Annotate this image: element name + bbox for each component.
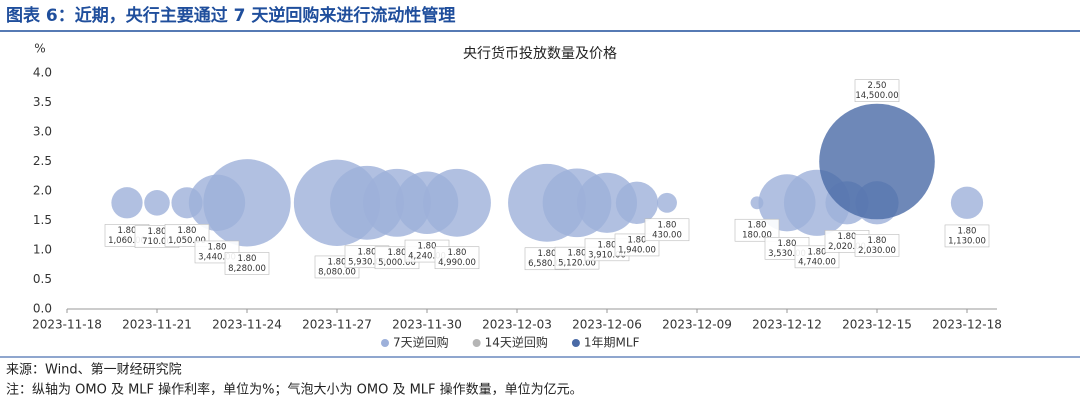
y-tick-label: 3.0 [33, 125, 52, 139]
x-tick-label: 2023-12-15 [842, 318, 912, 332]
data-label-size: 5,930.00 [348, 257, 386, 267]
data-label-size: 180.00 [742, 231, 772, 241]
data-label-value: 1.80 [868, 236, 887, 246]
data-label: 1.808,280.00 [224, 252, 270, 275]
data-label-size: 8,280.00 [228, 264, 266, 274]
data-label-size: 2,020.00 [828, 242, 866, 252]
data-label-value: 1.80 [748, 221, 767, 231]
legend-label: 1年期MLF [584, 336, 640, 350]
data-label-value: 1.80 [658, 220, 677, 230]
legend-swatch [381, 339, 389, 347]
data-label-value: 1.80 [208, 242, 227, 252]
legend-label: 7天逆回购 [393, 335, 449, 350]
data-label-value: 1.80 [628, 235, 647, 245]
data-label-size: 3,910.00 [588, 250, 626, 260]
x-tick-label: 2023-12-03 [482, 318, 552, 332]
data-label-value: 1.80 [418, 242, 437, 252]
legend-swatch [571, 339, 580, 347]
data-label-value: 1.80 [958, 226, 977, 236]
data-label-size: 4,740.00 [798, 257, 836, 267]
data-label: 1.802,030.00 [854, 234, 900, 257]
data-label-size: 5,000.00 [378, 258, 416, 268]
data-label-value: 1.80 [448, 248, 467, 258]
data-label: 1.804,990.00 [434, 246, 480, 270]
data-label-size: 710.00 [142, 237, 172, 247]
data-label-size: 5,120.00 [558, 259, 596, 269]
bubble [576, 172, 638, 233]
bubble [950, 186, 984, 219]
data-label-size: 4,240.00 [408, 252, 446, 262]
data-label-value: 1.80 [238, 254, 257, 264]
data-label-size: 14,500.00 [855, 91, 898, 101]
data-label-size: 1,050.00 [168, 236, 206, 246]
footer-source: 来源：Wind、第一财经研究院 [6, 363, 182, 378]
data-label-size: 430.00 [652, 230, 682, 240]
x-tick-label: 2023-11-27 [302, 318, 372, 332]
data-label-box [854, 79, 900, 103]
bubble [423, 168, 491, 237]
bubble [203, 159, 291, 247]
bubble [144, 190, 170, 216]
data-label-value: 1.80 [568, 249, 587, 259]
y-tick-label: 0.5 [33, 272, 52, 286]
data-label-size: 1,940.00 [618, 245, 656, 255]
x-tick-label: 2023-12-09 [662, 318, 732, 332]
bubble [657, 192, 677, 213]
data-label-value: 1.80 [178, 226, 197, 236]
data-label-box [224, 252, 270, 275]
data-label-value: 2.50 [868, 81, 887, 91]
data-label-size: 2,030.00 [858, 246, 896, 256]
x-tick-label: 2023-11-18 [32, 318, 102, 332]
data-label: 1.801,130.00 [944, 224, 990, 248]
y-tick-label: 2.5 [33, 154, 52, 168]
chart-title: 央行货币投放数量及价格 [463, 45, 617, 62]
data-label-value: 1.80 [838, 232, 857, 242]
data-label-size: 6,580.00 [528, 259, 566, 269]
data-label-value: 1.80 [808, 247, 827, 257]
bubble [111, 187, 143, 219]
data-label-box [434, 246, 480, 270]
x-tick-label: 2023-11-30 [392, 318, 462, 332]
legend-swatch [472, 339, 481, 347]
data-label-value: 1.80 [598, 240, 617, 250]
y-tick-label: 3.5 [33, 95, 52, 109]
data-label-size: 3,530.00 [768, 249, 806, 259]
x-tick-label: 2023-12-18 [932, 318, 1002, 332]
data-label-size: 1,130.00 [948, 236, 986, 246]
x-tick-label: 2023-11-21 [122, 318, 192, 332]
x-tick-label: 2023-11-24 [212, 318, 282, 332]
footer-note: 注：纵轴为 OMO 及 MLF 操作利率，单位为%；气泡大小为 OMO 及 ML… [6, 382, 583, 398]
header-title: 图表 6：近期，央行主要通过 7 天逆回购来进行流动性管理 [6, 5, 455, 26]
y-tick-label: 1.5 [33, 213, 52, 227]
data-label-box [734, 218, 780, 242]
y-tick-label: 0.0 [33, 302, 52, 316]
data-label-value: 1.80 [148, 227, 167, 237]
y-axis-label: % [34, 42, 45, 56]
data-label-value: 1.80 [358, 247, 377, 257]
data-label-size: 3,440.00 [198, 252, 236, 262]
data-label-box [644, 218, 690, 242]
x-tick-label: 2023-12-12 [752, 318, 822, 332]
legend-label: 14天逆回购 [485, 335, 548, 350]
data-label-size: 8,080.00 [318, 267, 356, 277]
y-tick-label: 4.0 [33, 66, 52, 80]
data-label-box [854, 234, 900, 257]
data-label-value: 1.80 [328, 257, 347, 267]
data-label-value: 1.80 [778, 239, 797, 249]
bubble [615, 181, 659, 224]
data-label-value: 1.80 [538, 249, 557, 259]
data-label-value: 1.80 [388, 248, 407, 258]
bubble [819, 103, 935, 220]
data-label-box [944, 224, 990, 248]
y-tick-label: 1.0 [33, 243, 52, 257]
data-label-size: 1,060.00 [108, 236, 146, 246]
data-label-value: 1.80 [118, 226, 137, 236]
x-tick-label: 2023-12-06 [572, 318, 642, 332]
data-label-size: 4,990.00 [438, 258, 476, 268]
y-tick-label: 2.0 [33, 184, 52, 198]
